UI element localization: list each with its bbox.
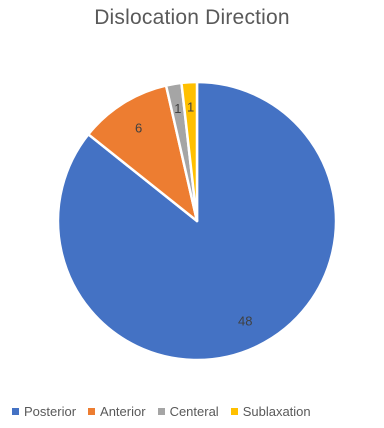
data-label-anterior: 6: [135, 121, 142, 136]
data-label-centeral: 1: [174, 101, 181, 116]
data-label-posterior: 48: [238, 314, 252, 329]
legend-label-posterior: Posterior: [24, 404, 77, 419]
legend-label-sublaxation: Sublaxation: [242, 404, 311, 419]
pie-slice-sublaxation: [180, 80, 199, 223]
legend-swatch-anterior: [88, 408, 96, 415]
pie-data-labels: 48 6 1 1: [135, 100, 253, 329]
legend-item-anterior: Anterior: [88, 404, 146, 419]
legend-swatch-centeral: [157, 408, 165, 415]
chart-legend: Posterior Anterior Centeral Sublaxation: [12, 404, 384, 419]
data-label-sublaxation: 1: [187, 100, 194, 115]
chart-title: Dislocation Direction: [94, 6, 290, 29]
legend-item-centeral: Centeral: [157, 404, 219, 419]
pie-slices: [56, 80, 338, 362]
pie-slice-anterior: [87, 84, 199, 223]
legend-item-sublaxation: Sublaxation: [230, 404, 311, 419]
legend-label-centeral: Centeral: [169, 404, 219, 419]
legend-swatch-posterior: [12, 408, 19, 415]
legend-swatch-sublaxation: [230, 408, 238, 415]
legend-label-anterior: Anterior: [100, 404, 146, 419]
legend-item-posterior: Posterior: [12, 404, 76, 419]
